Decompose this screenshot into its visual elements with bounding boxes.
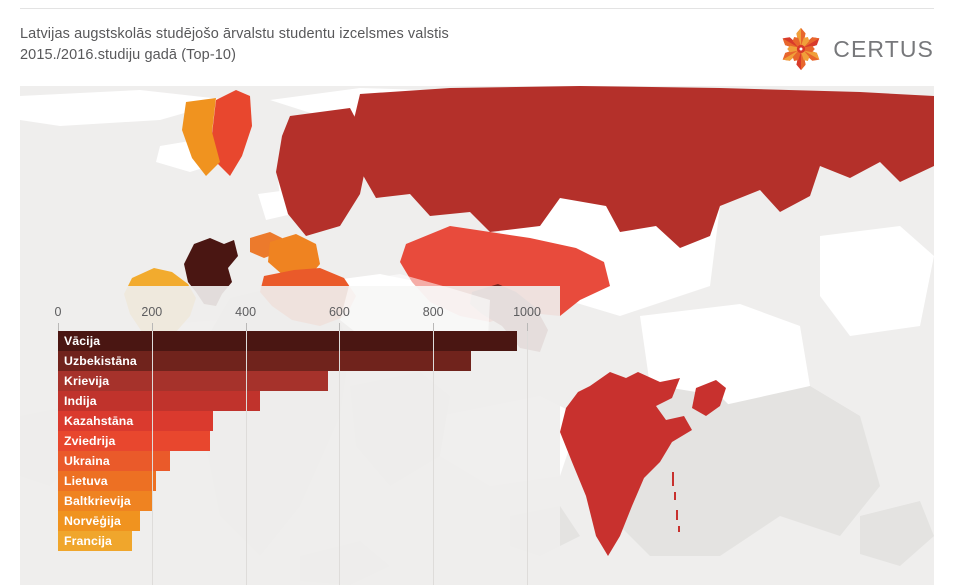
x-tick-label: 200	[141, 305, 163, 319]
chart-gridline	[433, 331, 435, 585]
certus-wordmark: CERTUS	[833, 35, 934, 62]
chart-bar-row[interactable]: Krievija	[38, 371, 558, 391]
x-tick-label: 1000	[513, 305, 541, 319]
chart-bar-row[interactable]: Uzbekistāna	[38, 351, 558, 371]
chart-bar-label: Vācija	[64, 334, 101, 348]
x-tick-label: 0	[54, 305, 62, 319]
map-region-zviedrija	[212, 90, 252, 176]
chart-bar[interactable]	[58, 491, 153, 511]
chart-bar[interactable]	[58, 531, 133, 551]
chart-gridline	[245, 331, 247, 585]
chart-bar-label: Indija	[64, 394, 97, 408]
chart-bar-row[interactable]: Norvēģija	[38, 511, 558, 531]
chart-bar-row[interactable]: Zviedrija	[38, 431, 558, 451]
chart-bar-label: Krievija	[64, 374, 110, 388]
x-tick-label: 800	[422, 305, 444, 319]
chart-bar[interactable]	[58, 431, 211, 451]
chart-bar[interactable]	[58, 371, 328, 391]
chart-gridline	[339, 331, 341, 585]
chart-bar[interactable]	[58, 511, 141, 531]
chart-bar-row[interactable]: Ukraina	[38, 451, 558, 471]
page-title: Latvijas augstskolās studējošo ārvalstu …	[20, 24, 720, 66]
map-specks	[672, 472, 680, 532]
chart-bar[interactable]	[58, 391, 260, 411]
chart-gridline	[527, 331, 528, 585]
chart-bar-row[interactable]: Francija	[38, 531, 558, 551]
chart-bar-row[interactable]: Baltkrievija	[38, 491, 558, 511]
chart-bar[interactable]	[58, 411, 213, 431]
bar-chart: 0 200 400 600 800 1000 Vācija Uzbekistāna Kriev…	[38, 305, 558, 585]
chart-bar-label: Norvēģija	[64, 514, 121, 528]
title-line-1: Latvijas augstskolās studējošo ārvalstu …	[20, 26, 449, 42]
chart-bar-label: Uzbekistāna	[64, 354, 137, 368]
x-tick-mark	[245, 323, 247, 331]
header: Latvijas augstskolās studējošo ārvalstu …	[20, 24, 934, 82]
x-tick-mark	[527, 323, 528, 331]
title-line-2: 2015./2016.studiju gadā (Top-10)	[20, 47, 237, 63]
chart-bar-label: Francija	[64, 534, 112, 548]
chart-gridline	[151, 331, 153, 585]
x-tick-mark	[151, 323, 153, 331]
chart-x-axis: 0 200 400 600 800 1000	[38, 305, 558, 331]
map-region-indija-ne	[692, 380, 726, 416]
chart-bar-row[interactable]: Kazahstāna	[38, 411, 558, 431]
chart-bar-row[interactable]: Indija	[38, 391, 558, 411]
x-tick-mark	[58, 323, 59, 331]
chart-bar-row[interactable]: Vācija	[38, 331, 558, 351]
chart-bars: Vācija Uzbekistāna Krievija Indija Kazahstān…	[38, 331, 558, 585]
map-region-norvegija	[182, 98, 220, 176]
world-map-panel: 0 200 400 600 800 1000 Vācija Uzbekistāna Kriev…	[20, 86, 934, 585]
certus-logo: CERTUS	[778, 26, 934, 72]
header-divider	[20, 8, 934, 9]
chart-bar[interactable]	[58, 331, 517, 351]
certus-starburst-icon	[782, 27, 820, 71]
x-tick-label: 600	[328, 305, 350, 319]
chart-bar-label: Kazahstāna	[64, 414, 134, 428]
chart-bar[interactable]	[58, 471, 157, 491]
map-region-indija	[560, 372, 692, 556]
map-region-krievija	[350, 86, 934, 248]
chart-bar[interactable]	[58, 451, 170, 471]
map-region-baltkrievija	[268, 234, 320, 278]
chart-bar-label: Zviedrija	[64, 434, 116, 448]
chart-bar[interactable]	[58, 351, 471, 371]
x-tick-mark	[339, 323, 341, 331]
chart-bar-label: Baltkrievija	[64, 494, 131, 508]
map-region-krievija-west	[276, 108, 370, 236]
chart-bar-label: Lietuva	[64, 474, 108, 488]
chart-bar-label: Ukraina	[64, 454, 110, 468]
x-tick-mark	[433, 323, 435, 331]
x-tick-label: 400	[235, 305, 257, 319]
chart-bar-row[interactable]: Lietuva	[38, 471, 558, 491]
